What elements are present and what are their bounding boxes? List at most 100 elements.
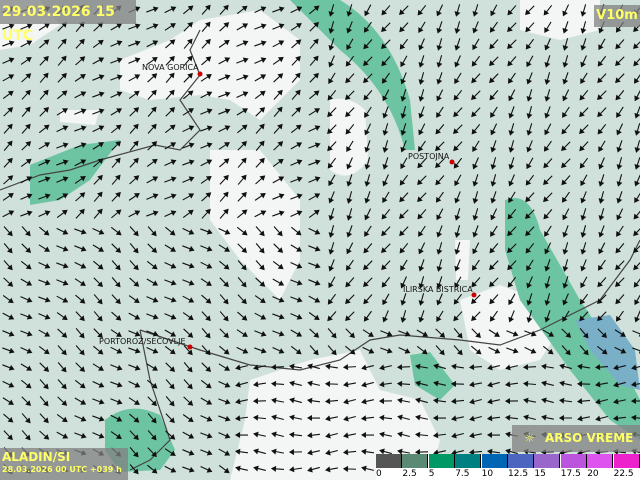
wind-arrow: [254, 210, 267, 218]
wind-arrow: [454, 38, 461, 51]
wind-arrow: [454, 4, 461, 17]
wind-arrow: [634, 89, 640, 102]
wind-arrow: [200, 397, 213, 405]
legend-tick: 22.5: [613, 469, 634, 479]
wind-arrow: [400, 123, 407, 136]
wind-arrow: [454, 208, 461, 221]
wind-arrow: [255, 226, 265, 237]
wind-arrow: [182, 125, 195, 133]
wind-arrow: [93, 345, 104, 355]
wind-arrow: [164, 23, 176, 31]
wind-arrow: [20, 347, 33, 354]
wind-arrow: [324, 398, 339, 405]
wind-arrow: [218, 244, 231, 252]
wind-arrow: [75, 345, 85, 356]
legend-tick: 5: [428, 469, 435, 479]
wind-arrow: [74, 175, 86, 184]
wind-arrow: [415, 363, 429, 370]
wind-arrow: [435, 175, 445, 186]
wind-arrow: [308, 312, 320, 321]
wind-area: [505, 198, 640, 440]
wind-arrow: [20, 260, 32, 270]
wind-arrow: [273, 226, 283, 237]
wind-arrow: [164, 279, 177, 286]
wind-arrow: [327, 157, 337, 169]
wind-arrow: [471, 123, 481, 135]
wind-arrow: [57, 345, 67, 356]
wind-arrow: [237, 277, 247, 288]
wind-arrow: [56, 431, 69, 439]
wind-arrow: [271, 448, 284, 455]
wind-arrow: [147, 396, 157, 407]
wind-arrow: [632, 330, 640, 337]
wind-arrow: [271, 397, 284, 404]
wind-arrow: [110, 108, 123, 116]
wind-arrow: [253, 381, 267, 388]
wind-arrow: [3, 140, 13, 151]
wind-arrow: [290, 244, 303, 252]
wind-arrow: [20, 193, 33, 200]
wind-arrow: [472, 174, 479, 187]
wind-arrow: [253, 431, 266, 438]
wind-arrow: [75, 362, 86, 372]
wind-arrow: [400, 276, 407, 289]
wind-arrow: [182, 227, 195, 235]
wind-arrow: [200, 175, 212, 184]
wind-arrow: [342, 364, 357, 371]
wind-arrow: [110, 329, 122, 337]
wind-arrow: [616, 191, 623, 204]
wind-arrow: [598, 242, 606, 255]
wind-arrow: [183, 72, 193, 83]
wind-arrow: [325, 466, 339, 473]
wind-arrow: [472, 191, 479, 204]
wind-arrow: [290, 176, 303, 183]
wind-arrow: [328, 276, 336, 289]
wind-arrow: [526, 310, 533, 323]
wind-arrow: [74, 91, 87, 99]
wind-arrow: [110, 226, 122, 236]
wind-arrow: [328, 259, 335, 272]
wind-arrow: [562, 242, 569, 255]
wind-arrow: [272, 176, 285, 184]
wind-arrow: [435, 345, 445, 356]
calm-area: [455, 240, 470, 280]
sun-cloud-icon: ☼: [524, 431, 535, 445]
wind-arrow: [454, 242, 461, 255]
wind-arrow: [92, 227, 105, 235]
wind-arrow: [201, 362, 212, 372]
wind-arrow: [307, 380, 320, 387]
wind-arrow: [580, 276, 588, 289]
wind-arrow: [270, 465, 285, 472]
wind-arrow: [2, 210, 15, 218]
wind-arrow: [309, 328, 320, 338]
wind-arrow: [147, 73, 158, 83]
wind-arrow: [506, 347, 519, 354]
wind-arrow: [252, 398, 267, 405]
wind-arrow: [129, 175, 140, 185]
wind-arrow: [435, 158, 445, 169]
wind-arrow: [290, 159, 303, 166]
wind-arrow: [38, 345, 50, 355]
wind-arrow: [3, 107, 14, 117]
wind-arrow: [236, 91, 249, 99]
wind-arrow: [200, 449, 213, 456]
wind-arrow: [561, 191, 570, 203]
wind-arrow: [218, 125, 231, 133]
wind-arrow: [328, 191, 335, 204]
wind-arrow: [634, 294, 640, 306]
wind-arrow: [254, 90, 266, 100]
wind-arrow: [346, 174, 353, 187]
wind-arrow: [615, 90, 625, 101]
wind-arrow: [363, 294, 373, 305]
wind-arrow: [469, 415, 482, 422]
wind-arrow: [436, 89, 444, 102]
wind-arrow: [432, 414, 447, 422]
wind-arrow: [327, 124, 337, 134]
wind-arrow: [2, 74, 15, 82]
wind-arrow: [39, 379, 49, 390]
brand-name: ARSO VREME: [544, 431, 634, 445]
wind-arrow: [417, 175, 427, 186]
wind-arrow: [2, 192, 14, 201]
wind-arrow: [327, 141, 337, 152]
wind-arrow: [39, 107, 50, 117]
